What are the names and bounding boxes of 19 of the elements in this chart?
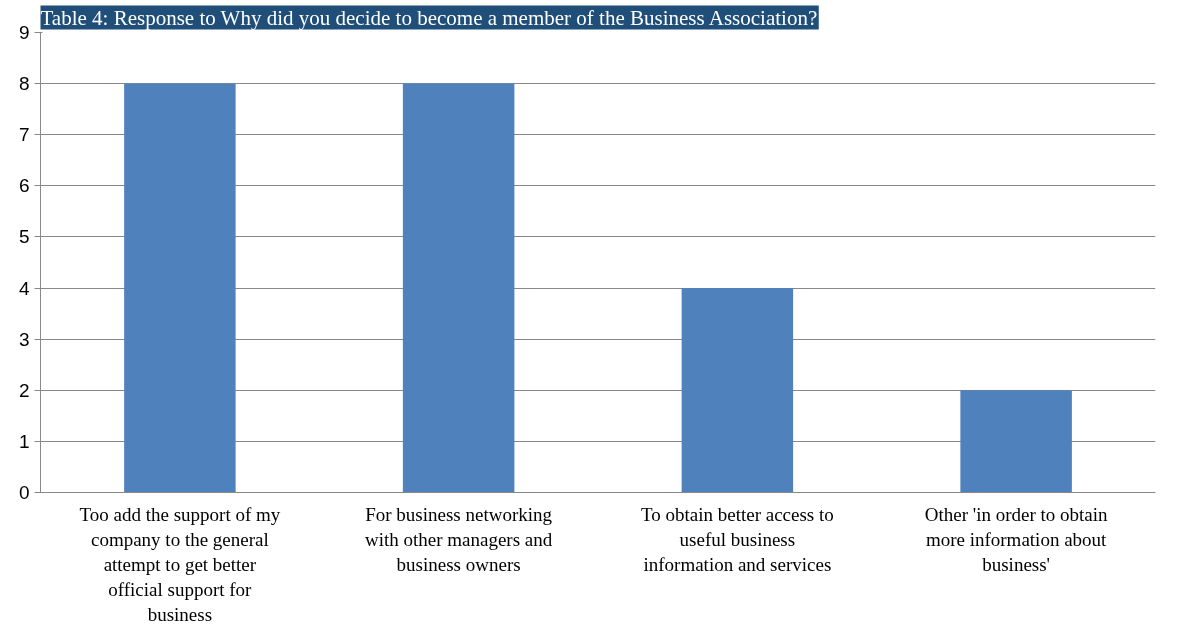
chart-title: Table 4: Response to Why did you decide to become a member of the Business Association? <box>40 5 818 30</box>
y-tick-label: 4 <box>18 277 30 299</box>
y-tick-label: 9 <box>18 22 30 43</box>
y-tick-label: 2 <box>18 379 30 401</box>
y-tick-label: 7 <box>18 124 30 146</box>
x-tick-label: Too add the support of my company to the general attempt to get better official support for business <box>79 503 281 626</box>
x-tick-label: Other 'in order to obtain more information about business' <box>924 503 1109 575</box>
bar <box>402 83 515 493</box>
y-tick-label: 8 <box>18 73 30 95</box>
bar <box>681 288 794 493</box>
x-tick-label: To obtain better access to useful business information and services <box>640 503 834 575</box>
bar <box>960 390 1072 493</box>
y-tick-label: 5 <box>18 226 30 248</box>
y-tick-label: 0 <box>18 482 30 503</box>
x-tick-label: For business networking with other managers and business owners <box>364 503 553 575</box>
y-tick-label: 1 <box>18 430 30 452</box>
y-tick-label: 3 <box>18 328 30 350</box>
bar <box>124 83 236 493</box>
y-tick-label: 6 <box>18 175 30 197</box>
